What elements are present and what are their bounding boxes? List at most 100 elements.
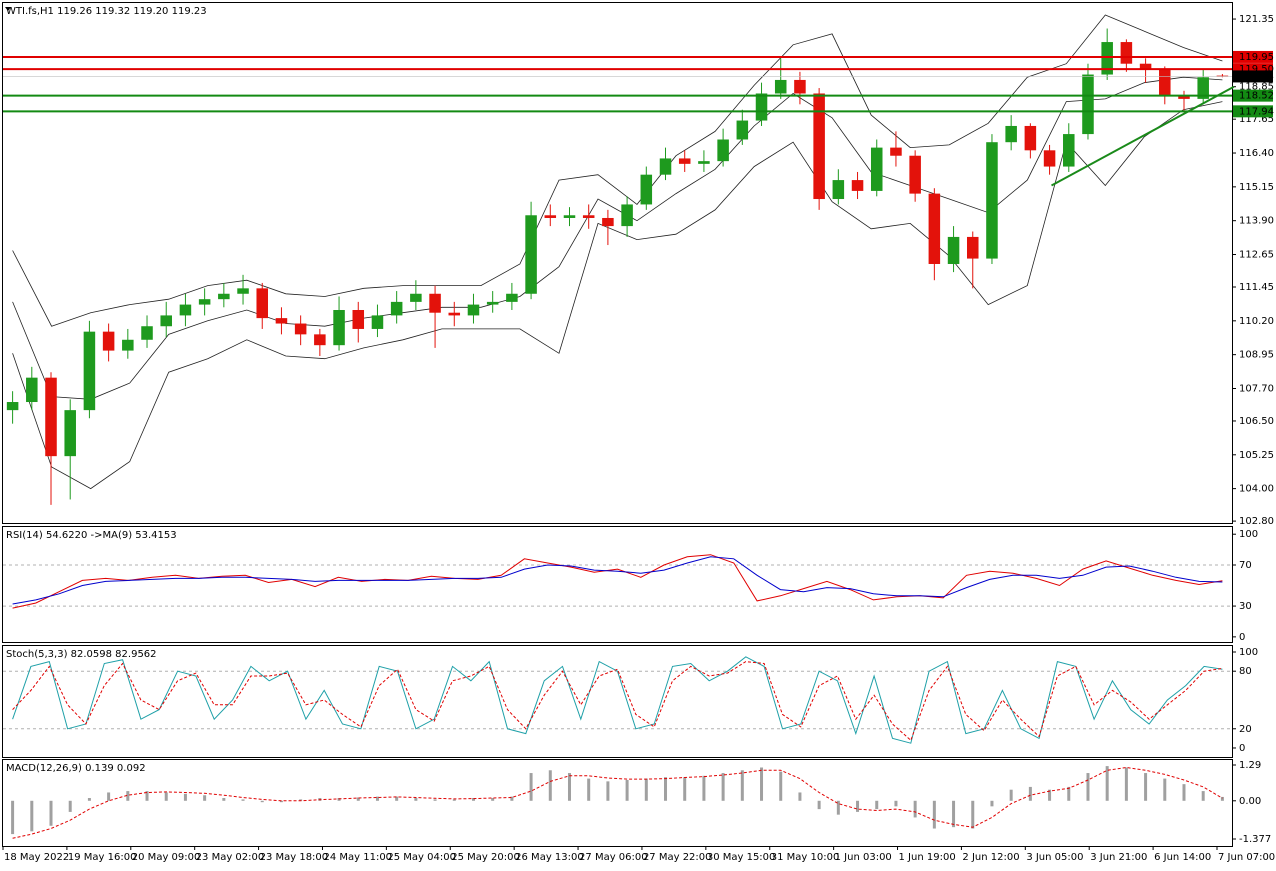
rsi-panel-frame	[2, 526, 1233, 643]
symbol-marker	[5, 7, 11, 11]
histogram-bar	[875, 800, 879, 810]
x-tick-label: 25 May 04:00	[387, 852, 456, 863]
candle-body	[1101, 42, 1113, 75]
candle-body	[352, 309, 365, 329]
histogram-bar	[107, 792, 111, 801]
last-price-box	[1233, 70, 1273, 83]
panel-header: Stoch(5,3,3) 82.0598 82.9562	[6, 649, 157, 660]
candle-body	[813, 93, 825, 200]
histogram-bar	[126, 791, 130, 801]
candle-body	[890, 147, 902, 156]
y-tick-label: 113.90	[1239, 216, 1274, 227]
histogram-bar	[625, 779, 629, 801]
x-tick-label: 25 May 20:00	[451, 852, 520, 863]
y-tick-label: 100	[1239, 529, 1258, 540]
y-tick-label: 118.85	[1239, 82, 1274, 93]
x-tick-label: 27 May 06:00	[579, 852, 648, 863]
candle-body	[1082, 74, 1094, 135]
x-tick-label: 23 May 18:00	[260, 852, 329, 863]
candle-body	[544, 215, 557, 218]
candle-body	[410, 293, 422, 302]
y-tick-label: 102.80	[1239, 516, 1274, 527]
candle-body	[909, 155, 921, 194]
histogram-bar	[644, 778, 648, 801]
candle-body	[755, 93, 768, 121]
candle-body	[582, 215, 595, 218]
candle-body	[141, 326, 153, 340]
candle-body	[1159, 69, 1171, 97]
candle-body	[1216, 75, 1229, 77]
candle-body	[851, 180, 864, 191]
histogram-bar	[836, 800, 840, 815]
histogram-bar	[894, 800, 898, 807]
y-tick-label: 70	[1239, 560, 1252, 571]
histogram-bar	[279, 800, 283, 803]
histogram-bar	[1144, 773, 1148, 801]
candle-body	[160, 315, 172, 327]
y-tick-label: 121.35	[1239, 14, 1274, 25]
candle-body	[122, 339, 134, 351]
candle-body	[1139, 63, 1152, 70]
histogram-bar	[529, 773, 533, 801]
histogram-bar	[299, 799, 303, 801]
candle-body	[832, 180, 845, 200]
candle-body	[102, 331, 115, 351]
y-tick-label: 106.50	[1239, 416, 1274, 427]
histogram-bar	[798, 792, 802, 801]
trend-line	[1051, 85, 1235, 187]
y-tick-label: 112.65	[1239, 250, 1274, 261]
candle-body	[256, 288, 269, 319]
candle-body	[429, 293, 441, 313]
candle-body	[678, 158, 691, 164]
y-tick-label: 117.65	[1239, 114, 1274, 125]
histogram-bar	[87, 798, 91, 801]
y-tick-label: 110.20	[1239, 316, 1274, 327]
candle-body	[390, 301, 403, 316]
candle-body	[1120, 42, 1133, 64]
y-tick-label: 0.00	[1239, 796, 1261, 807]
histogram-bar	[1201, 791, 1205, 801]
histogram-bar	[1163, 778, 1167, 801]
histogram-bar	[1009, 789, 1013, 801]
x-tick-label: 1 Jun 19:00	[899, 852, 956, 863]
histogram-bar	[990, 800, 994, 807]
candle-body	[621, 204, 633, 227]
price-level-label: 119.50	[1239, 64, 1274, 75]
histogram-bar	[375, 796, 379, 801]
histogram-bar	[1086, 773, 1090, 801]
y-tick-label: 1.29	[1239, 760, 1261, 771]
main-panel-frame	[2, 2, 1233, 524]
candle-body	[275, 318, 288, 324]
histogram-bar	[183, 793, 187, 801]
histogram-bar	[241, 799, 245, 801]
y-tick-label: 116.40	[1239, 148, 1274, 159]
candle-body	[602, 217, 614, 227]
candle-body	[333, 309, 345, 346]
band-line	[12, 76, 1223, 400]
macd-panel-frame	[2, 759, 1233, 847]
histogram-bar	[337, 798, 341, 801]
histogram-bar	[856, 800, 860, 812]
candle-body	[486, 301, 499, 305]
x-tick-label: 7 Jun 07:00	[1218, 852, 1275, 863]
candle-body	[1043, 150, 1056, 167]
stoch-panel-frame	[2, 645, 1233, 758]
candle-body	[794, 79, 806, 94]
last-price-label: 119.23	[1239, 71, 1274, 82]
price-level-label: 119.95	[1239, 52, 1274, 63]
histogram-bar	[683, 777, 687, 801]
histogram-bar	[452, 799, 456, 801]
histogram-bar	[702, 775, 706, 801]
band-line	[12, 101, 1223, 490]
x-tick-label: 27 May 22:00	[643, 852, 712, 863]
histogram-bar	[471, 798, 475, 801]
indicator-line	[12, 661, 1223, 742]
candle-body	[218, 293, 230, 300]
histogram-bar	[606, 781, 610, 801]
y-tick-label: 111.45	[1239, 282, 1274, 293]
histogram-bar	[740, 770, 744, 801]
candle-body	[237, 288, 249, 294]
histogram-bar	[1028, 786, 1032, 801]
x-tick-label: 1 Jun 03:00	[835, 852, 892, 863]
